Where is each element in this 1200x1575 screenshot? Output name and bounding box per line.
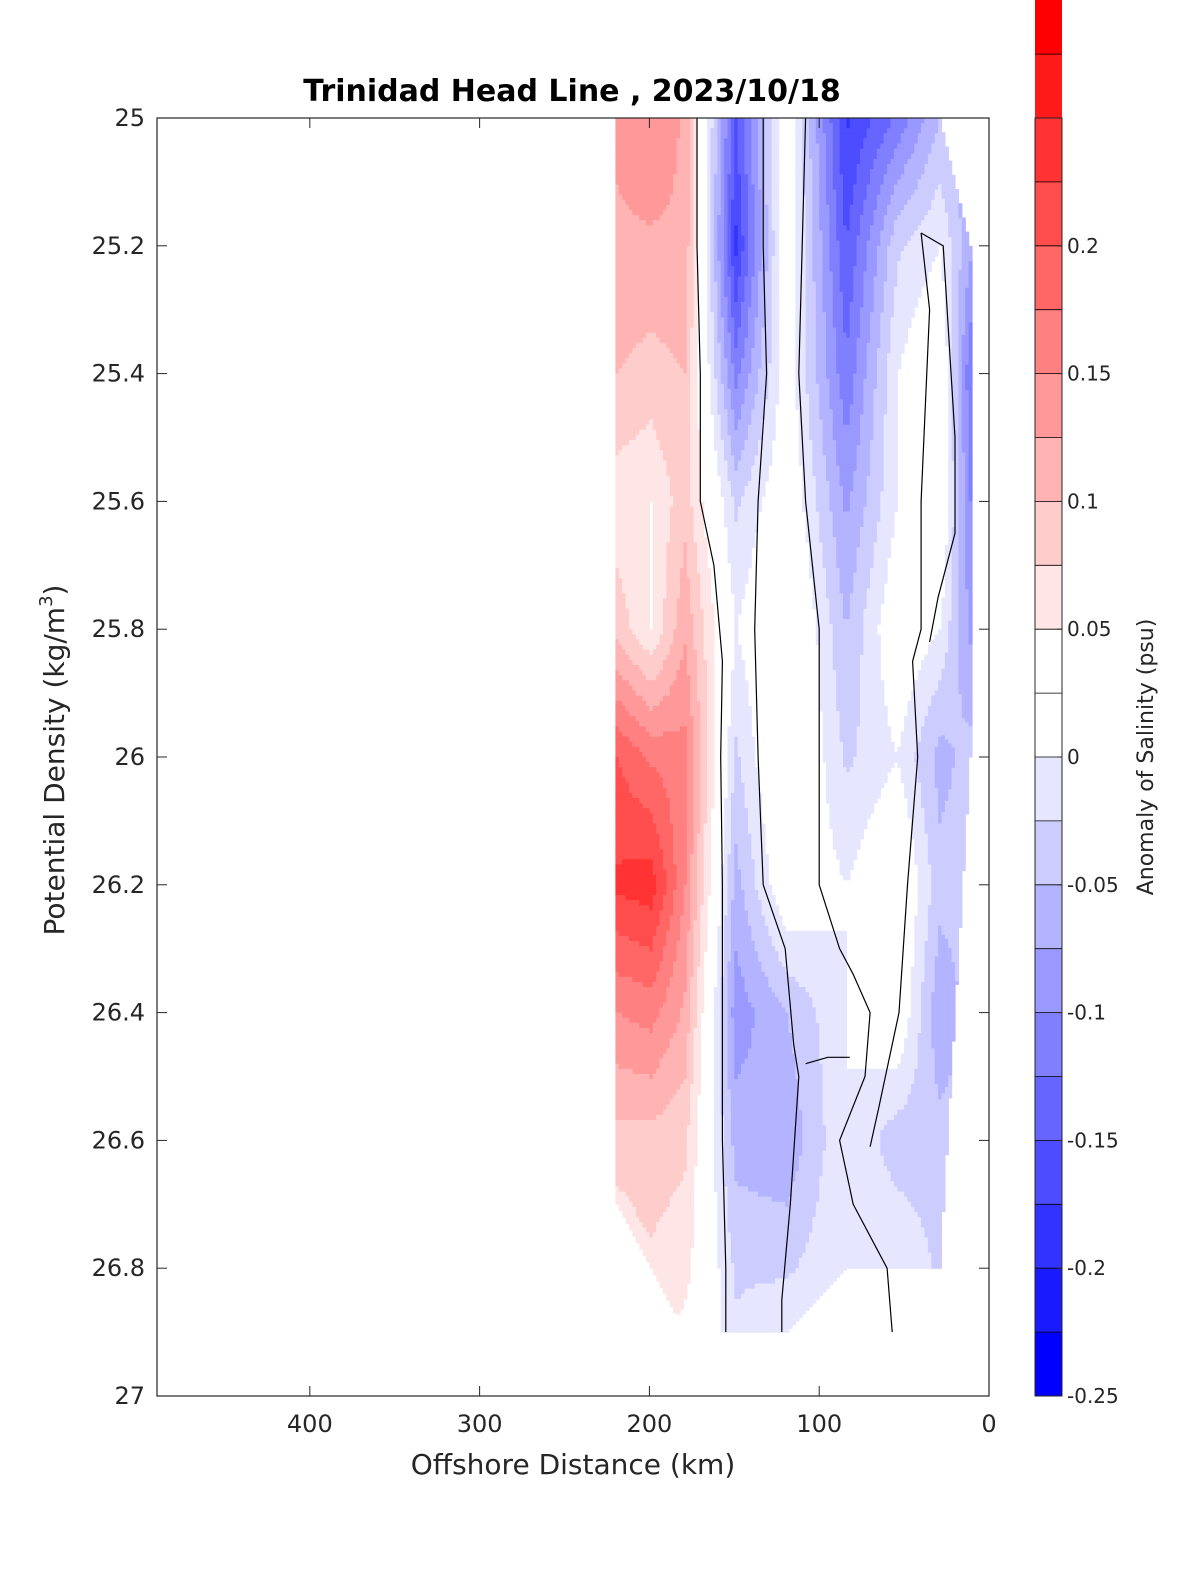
contour-cell	[646, 583, 650, 589]
contour-cell	[646, 588, 650, 594]
contour-cell	[646, 563, 650, 569]
contour-cell	[646, 532, 650, 538]
contour-cell	[646, 568, 650, 574]
contour-cell	[646, 522, 650, 528]
contour-cell	[646, 578, 650, 584]
contour-cell	[646, 624, 650, 630]
contour-cell	[646, 599, 650, 605]
contour-cell	[646, 501, 650, 507]
chart-title: Trinidad Head Line , 2023/10/18	[303, 74, 840, 109]
contour-cell	[646, 614, 650, 620]
contour-cell	[646, 609, 650, 615]
contour-cell	[646, 537, 650, 543]
contour-cell	[646, 512, 650, 518]
contour-cell	[646, 558, 650, 564]
contour-cell	[646, 517, 650, 523]
contour-cell	[646, 527, 650, 533]
contour-cell	[646, 553, 650, 559]
contour-cell	[646, 604, 650, 610]
contour-cell	[646, 507, 650, 513]
salinity-anomaly-figure: Trinidad Head Line , 2023/10/18 2525.225…	[0, 0, 1200, 1575]
contour-cell	[646, 547, 650, 553]
contour-cell	[646, 573, 650, 579]
contour-cell	[646, 593, 650, 599]
contour-cell	[646, 619, 650, 625]
contour-cell	[646, 542, 650, 548]
